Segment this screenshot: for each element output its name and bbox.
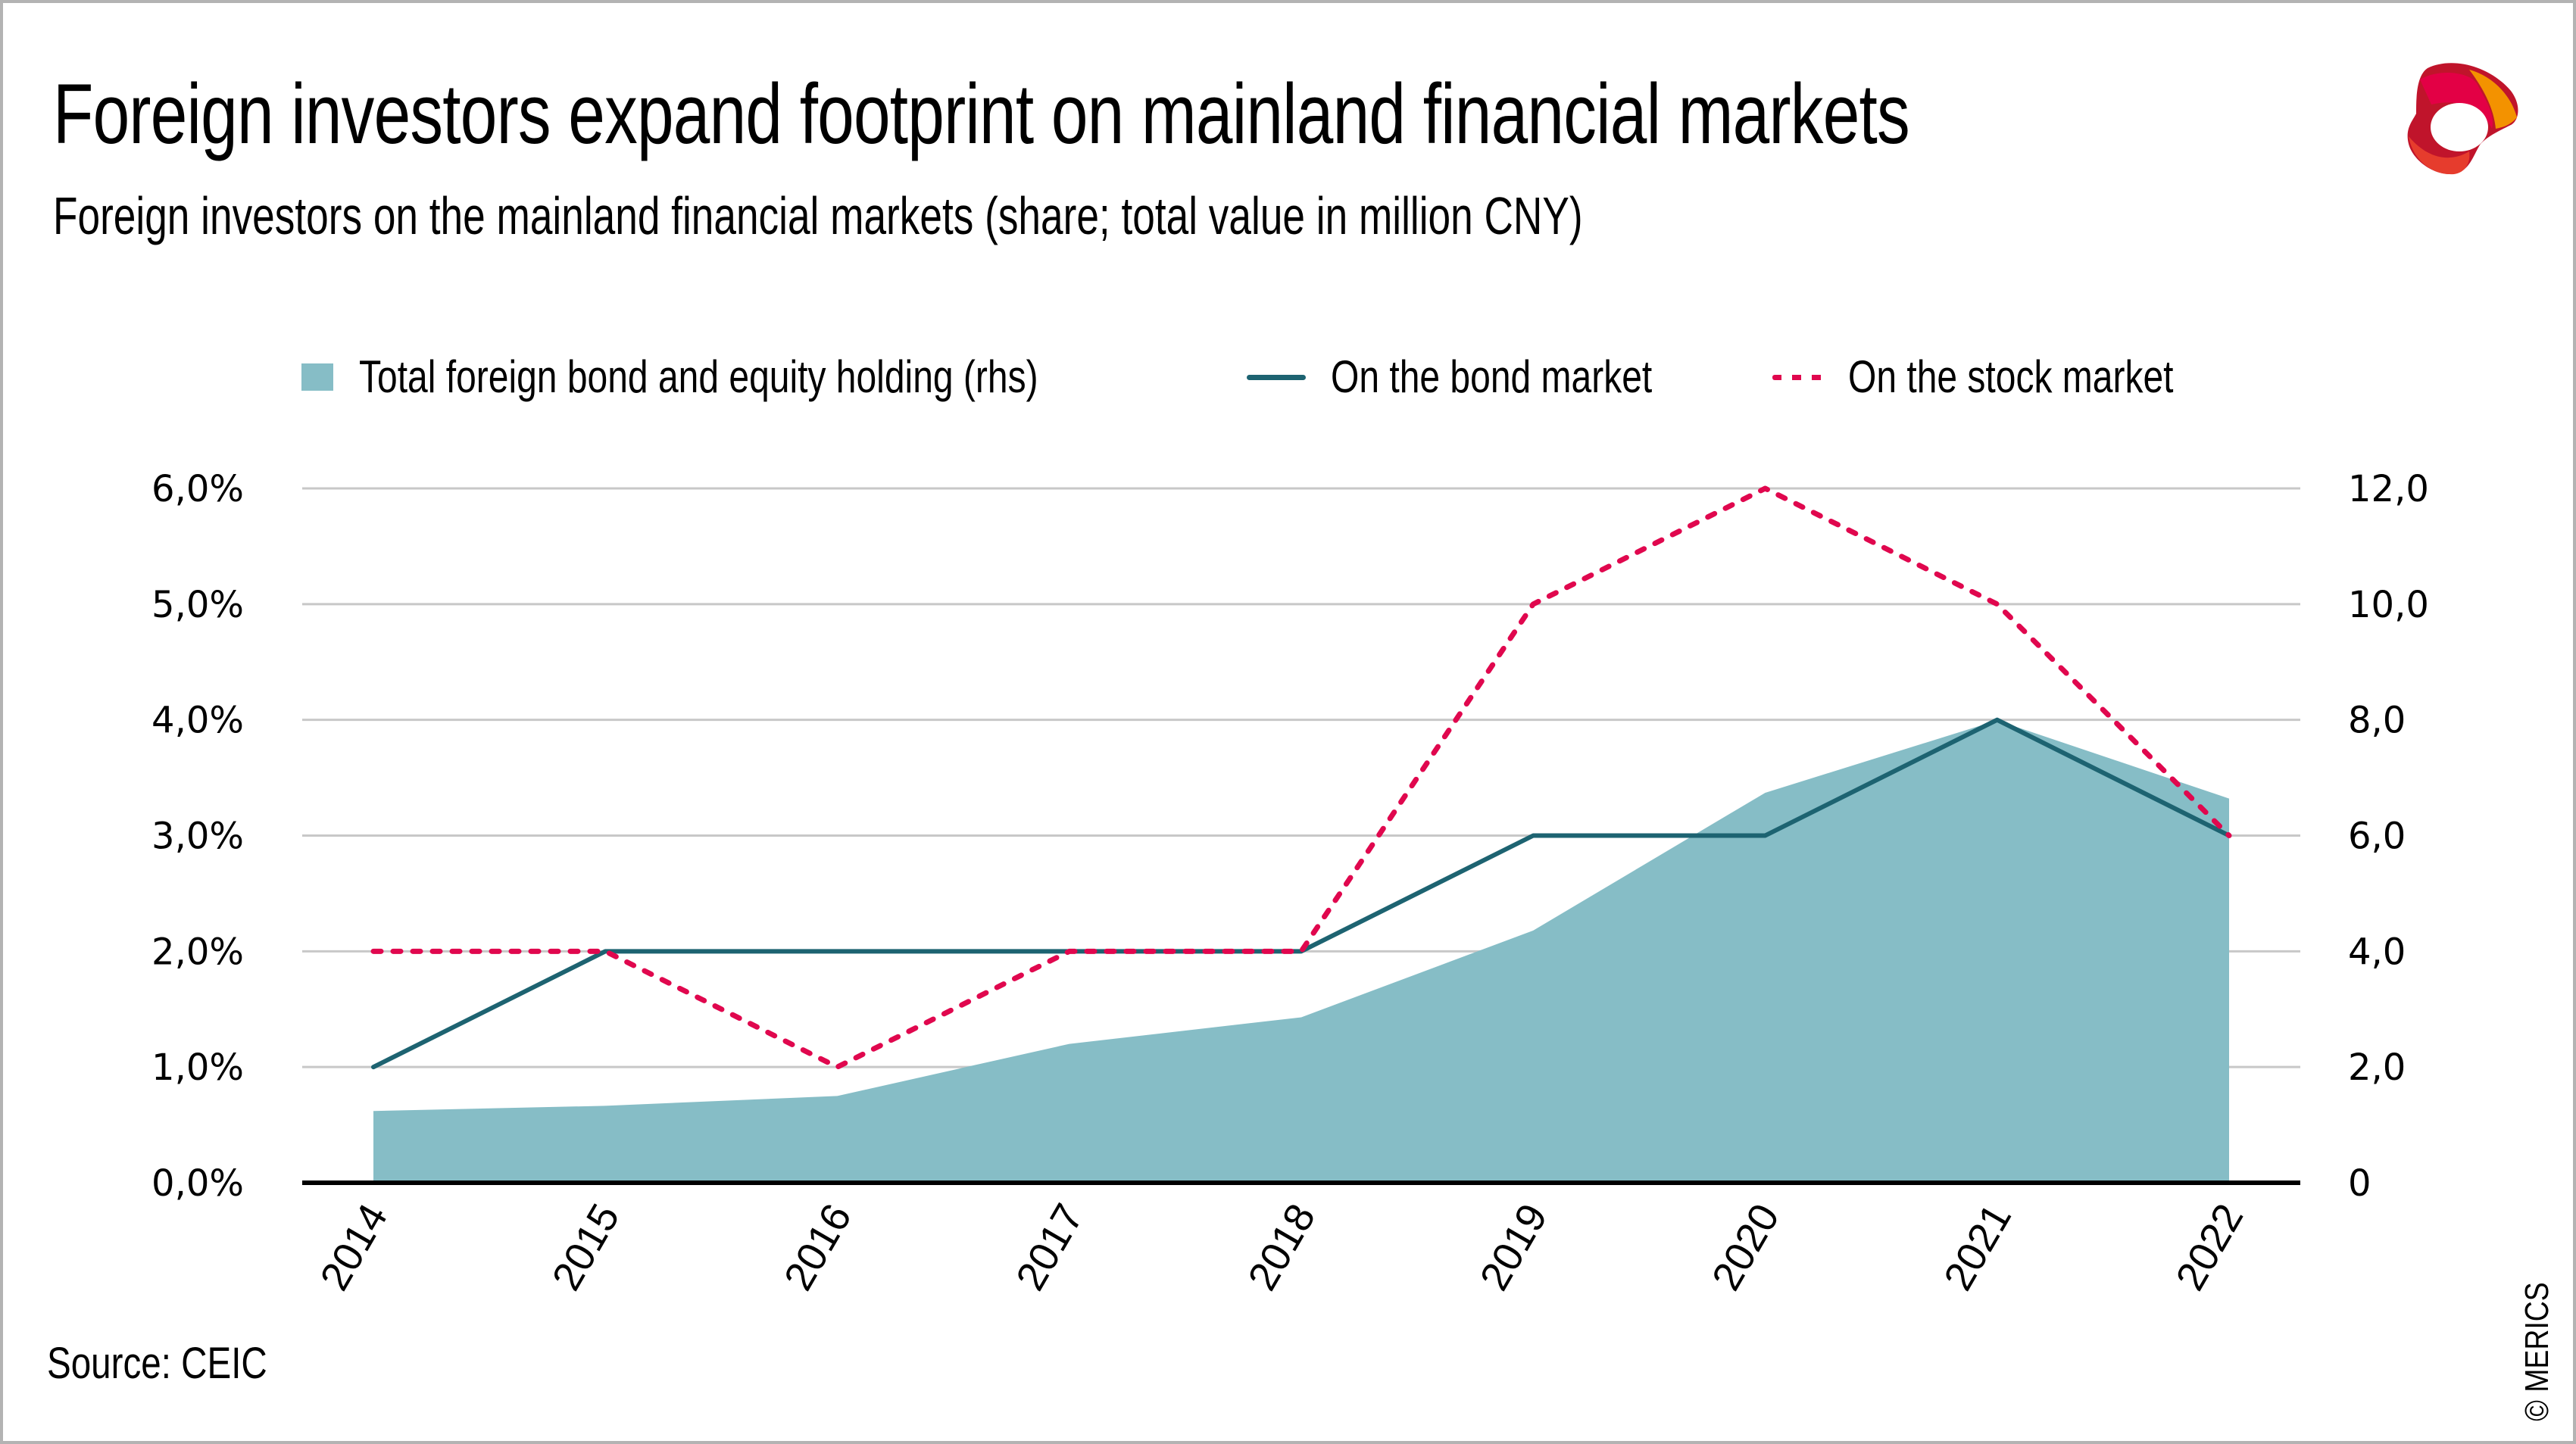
x-tick-label: 2014 [311,1196,396,1298]
line-series [370,485,2232,1070]
x-tick-label: 2015 [544,1196,629,1298]
y-right-tick-label: 4,0 [2348,931,2406,973]
source-note: Source: CEIC [47,1339,267,1388]
y-left-tick-label: 3,0% [151,816,244,858]
legend-swatch-bond [1247,374,1306,380]
legend-label-bond: On the bond market [1331,351,1653,402]
legend-swatch-stock [1772,374,1825,380]
x-tick-label: 2017 [1007,1196,1092,1298]
chart-title: Foreign investors expand footprint on ma… [53,67,1910,161]
x-tick-label: 2020 [1703,1196,1788,1298]
merics-logo-icon [2407,63,2518,175]
x-tick-label: 2022 [2167,1196,2252,1298]
legend-item-stock: On the stock market [1772,354,2255,400]
y-right-tick-label: 10,0 [2348,584,2429,626]
legend-item-bond: On the bond market [1247,354,1732,400]
x-tick-label: 2021 [1935,1196,2020,1298]
legend-label-area: Total foreign bond and equity holding (r… [359,351,1038,402]
y-left-tick-label: 0,0% [151,1162,244,1205]
y-right-tick-label: 0 [2348,1162,2371,1205]
x-tick-label: 2016 [776,1196,860,1298]
copyright-note: © MERICS [2518,1282,2556,1421]
y-left-tick-label: 1,0% [151,1046,244,1089]
y-left-tick-label: 5,0% [151,584,244,626]
legend-swatch-area [301,363,333,391]
x-tick-label: 2019 [1472,1196,1557,1298]
chart-subtitle: Foreign investors on the mainland financ… [53,186,1583,245]
y-left-tick-label: 4,0% [151,700,244,742]
legend-item-area: Total foreign bond and equity holding (r… [301,354,1208,400]
y-right-tick-label: 2,0 [2348,1046,2406,1089]
x-tick-label: 2018 [1239,1196,1324,1298]
y-right-tick-label: 6,0 [2348,816,2406,858]
y-left-tick-label: 6,0% [151,468,244,510]
y-right-tick-label: 12,0 [2348,468,2429,510]
legend-label-stock: On the stock market [1848,351,2174,402]
y-right-tick-label: 8,0 [2348,700,2406,742]
y-left-tick-label: 2,0% [151,931,244,973]
